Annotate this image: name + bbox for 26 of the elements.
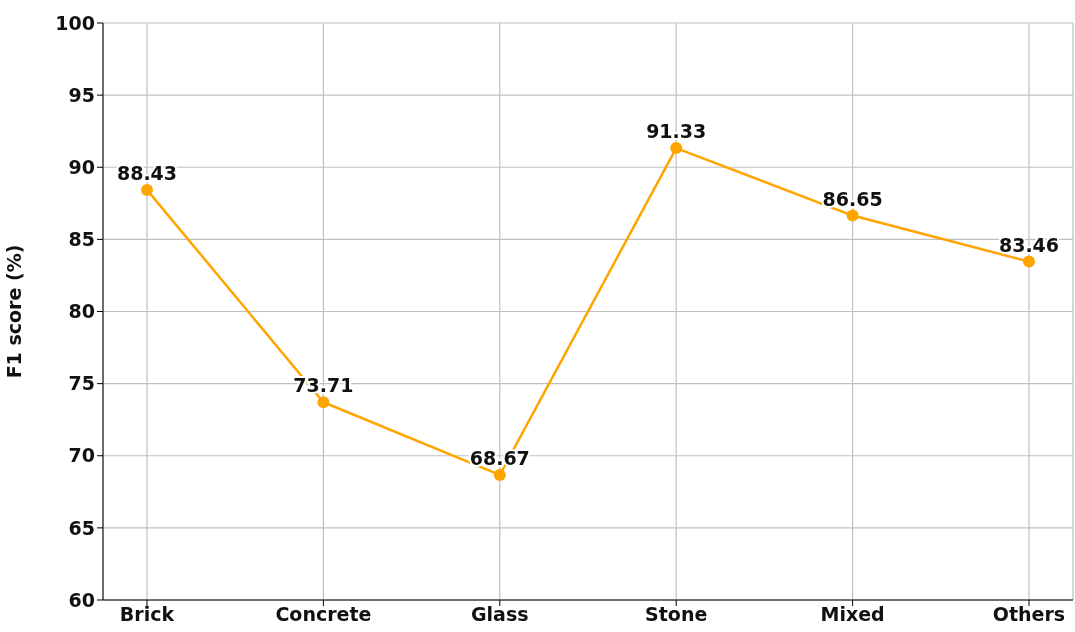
point (670, 142, 683, 155)
x-tick-label: Glass (471, 603, 529, 626)
y-tick-label: 75 (68, 372, 95, 395)
point (493, 468, 506, 481)
x-tick-label: Stone (645, 603, 708, 626)
x-tick-label: Concrete (275, 603, 372, 626)
y-axis-title: F1 score (%) (2, 244, 25, 379)
y-tick-label: 60 (68, 588, 95, 611)
x-tick-label: Mixed (820, 603, 885, 626)
y-tick-label: 65 (68, 516, 95, 539)
point (1023, 255, 1035, 268)
y-tick-label: 85 (68, 228, 95, 251)
data-label: 83.46 (998, 233, 1060, 256)
x-tick-label: Brick (119, 603, 175, 626)
y-tick-label: 90 (68, 155, 95, 178)
data-label: 91.33 (646, 120, 707, 143)
data-label: 86.65 (822, 187, 883, 210)
data-label: 88.43 (116, 161, 178, 184)
y-tick-label: 95 (68, 83, 95, 106)
point (846, 209, 859, 222)
point (317, 396, 330, 409)
x-tick-label: Others (992, 603, 1066, 626)
y-tick-label: 100 (55, 11, 95, 34)
point (141, 183, 153, 196)
y-tick-label: 80 (68, 300, 95, 323)
y-tick-label: 70 (68, 444, 95, 467)
